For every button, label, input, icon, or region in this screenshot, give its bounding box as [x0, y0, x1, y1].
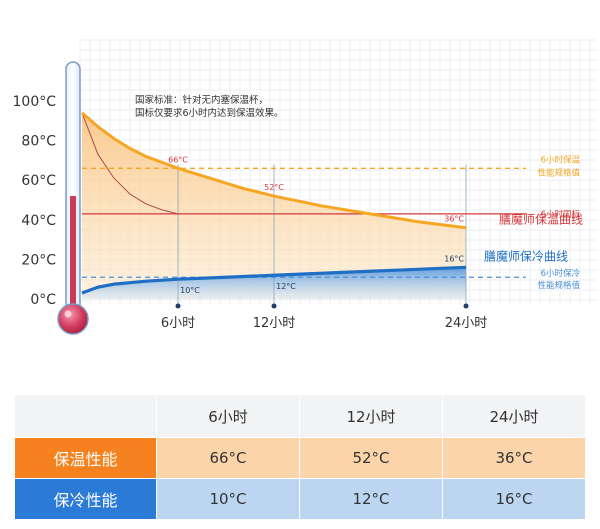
y-tick-label: 100°C: [13, 94, 57, 110]
x-tick-label: 24小时: [445, 316, 488, 331]
thermometer-bulb: [57, 303, 89, 335]
y-tick-label: 60°C: [21, 173, 56, 189]
table-header-row: 6小时 12小时 24小时: [14, 394, 586, 438]
table-header-24h: 24小时: [442, 394, 586, 438]
table-header-12h: 12小时: [299, 394, 443, 438]
table-header-corner: [14, 394, 157, 438]
x-tick-dot: [463, 303, 469, 309]
table-cell: 12°C: [299, 478, 443, 520]
table-cell: 16°C: [442, 478, 586, 520]
warm-point-label: 36°C: [444, 215, 464, 224]
annotation-line: 国家标准：针对无内塞保温杯，: [135, 94, 268, 106]
ref-label-warm: 6小时保温: [541, 154, 581, 165]
table-cell: 52°C: [299, 437, 443, 479]
ref-label-cold: 6小时保冷: [541, 268, 581, 279]
thermometer-icon: [57, 61, 89, 335]
x-tick-dot: [175, 303, 181, 309]
warm-line: [81, 111, 467, 230]
table-row-warm: 保温性能 66°C 52°C 36°C: [14, 437, 586, 479]
temperature-chart: 100°C 80°C 60°C 40°C 20°C 0°C 66°C 52°C 36°C 10°C…: [13, 39, 596, 335]
ref-label-national: 6小时国标: [541, 209, 581, 220]
warm-point-label: 52°C: [264, 183, 284, 192]
cold-point-label: 12°C: [276, 282, 296, 291]
cold-point-label: 10°C: [180, 286, 200, 295]
cold-point-label: 16°C: [444, 254, 464, 263]
table-header-6h: 6小时: [156, 394, 300, 438]
x-tick-dot: [271, 303, 277, 309]
table-cell: 66°C: [156, 437, 300, 479]
cold-line: [81, 265, 467, 295]
standard-curve: [81, 112, 179, 215]
table-cell: 36°C: [442, 437, 586, 479]
cold-series-name: 膳魔师保冷曲线: [484, 248, 568, 263]
table-row-cold: 保冷性能 10°C 12°C 16°C: [14, 478, 586, 520]
ref-label-warm: 性能规格值: [537, 167, 580, 178]
x-tick-label: 6小时: [161, 316, 195, 331]
y-tick-label: 40°C: [21, 213, 56, 229]
row-label-cold: 保冷性能: [14, 478, 157, 520]
annotation-line: 国标仅要求6小时内达到保温效果。: [135, 107, 284, 119]
warm-series-name: 膳魔师保温曲线: [499, 212, 583, 227]
thermometer-highlight: [64, 310, 72, 318]
y-tick-label: 0°C: [30, 292, 56, 308]
thermometer-fill: [70, 196, 76, 318]
y-tick-label: 80°C: [21, 134, 56, 150]
y-tick-label: 20°C: [21, 252, 56, 268]
warm-point-label: 66°C: [168, 155, 188, 164]
ref-label-cold: 性能规格值: [537, 280, 580, 291]
table-cell: 10°C: [156, 478, 300, 520]
performance-table: 6小时 12小时 24小时 保温性能 66°C 52°C 36°C 保冷性能 1…: [14, 394, 586, 520]
row-label-warm: 保温性能: [14, 437, 157, 479]
x-tick-label: 12小时: [253, 316, 296, 331]
